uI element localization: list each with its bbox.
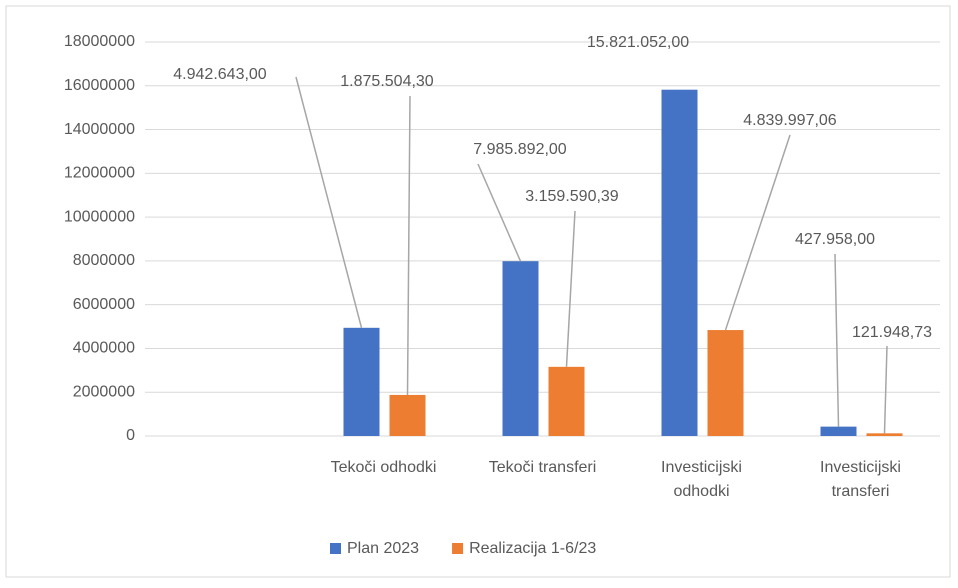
y-tick-label: 0: [126, 427, 135, 444]
y-tick-label: 12000000: [64, 165, 135, 182]
leader-line: [724, 134, 791, 331]
legend-label: Plan 2023: [347, 540, 419, 557]
data-label: 4.839.997,06: [743, 112, 837, 129]
x-tick-label: Tekoči transferi: [489, 459, 597, 476]
legend-swatch: [330, 543, 341, 554]
data-label: 15.821.052,00: [587, 34, 689, 51]
data-label: 7.985.892,00: [473, 141, 567, 158]
y-tick-label: 10000000: [64, 208, 135, 225]
legend-swatch: [452, 543, 464, 554]
data-label: 4.942.643,00: [173, 66, 267, 83]
bar: [661, 89, 698, 436]
bar: [707, 330, 744, 436]
leader-line: [295, 76, 363, 329]
x-tick-label: Tekoči odhodki: [331, 459, 437, 476]
legend-label: Realizacija 1-6/23: [469, 540, 596, 557]
leader-line: [477, 163, 522, 262]
bar: [343, 327, 380, 436]
y-tick-label: 18000000: [64, 33, 135, 50]
bar: [389, 394, 426, 436]
leader-line: [565, 210, 576, 367]
chart-border: [5, 5, 951, 578]
leader-line: [883, 345, 888, 434]
x-tick-label: Investicijski odhodki: [661, 459, 742, 500]
bar: [502, 261, 539, 436]
x-tick-label: Investicijski transferi: [820, 459, 901, 500]
bar: [866, 433, 903, 436]
y-tick-label: 6000000: [73, 296, 135, 313]
bar: [820, 426, 857, 436]
y-tick-label: 8000000: [73, 252, 135, 269]
data-label: 121.948,73: [852, 324, 932, 341]
bar: [548, 366, 585, 436]
y-tick-label: 14000000: [64, 121, 135, 138]
y-tick-label: 16000000: [64, 77, 135, 94]
data-label: 3.159.590,39: [525, 188, 619, 205]
y-tick-label: 4000000: [73, 340, 135, 357]
leader-line: [406, 95, 411, 395]
y-tick-label: 2000000: [73, 383, 135, 400]
data-label: 427.958,00: [795, 231, 875, 248]
leader-line: [834, 253, 840, 427]
data-label: 1.875.504,30: [340, 73, 434, 90]
